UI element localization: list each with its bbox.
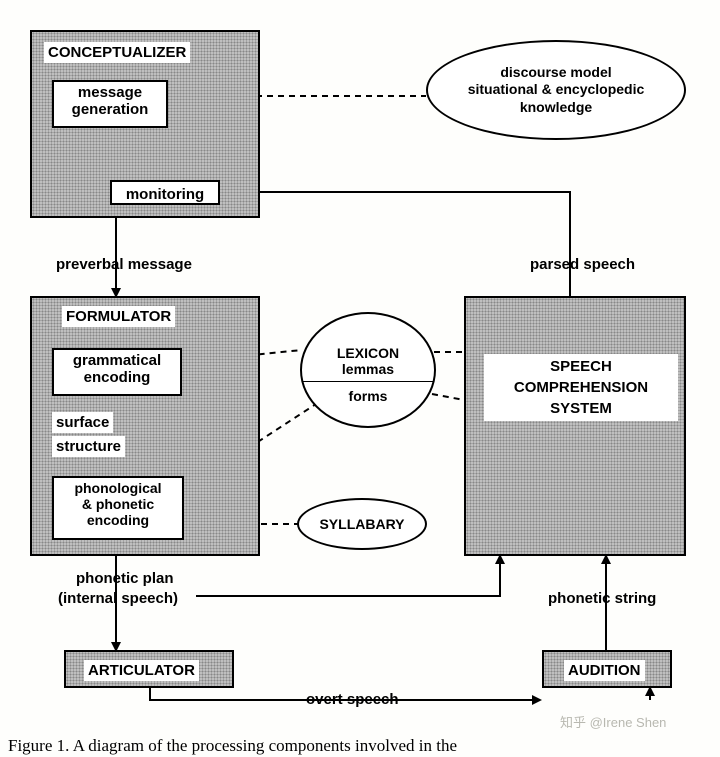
message-generation-box: message generation	[52, 80, 168, 128]
syllabary-ellipse: SYLLABARY	[297, 498, 427, 550]
overt-speech-label: overt speech	[306, 691, 399, 708]
discourse-ellipse: discourse model situational & encycloped…	[426, 40, 686, 140]
conceptualizer-title: CONCEPTUALIZER	[44, 42, 190, 63]
monitoring-box: monitoring	[110, 180, 220, 205]
lexicon-l2: lemmas	[342, 361, 394, 377]
phonetic-plan-l2: (internal speech)	[58, 590, 178, 607]
phono-l1: phonological	[74, 480, 161, 496]
lexicon-l3: forms	[349, 388, 388, 404]
watermark-text: 知乎 @Irene Shen	[560, 712, 666, 731]
grammatical-encoding-box: grammatical encoding	[52, 348, 182, 396]
phonological-encoding-box: phonological & phonetic encoding	[52, 476, 184, 540]
discourse-l1: discourse model	[500, 64, 611, 80]
monitoring-label: monitoring	[126, 186, 204, 203]
speech-l1: SPEECH	[550, 358, 612, 375]
diagram-canvas: CONCEPTUALIZER message generation monito…	[0, 0, 720, 757]
phonetic-string-label: phonetic string	[548, 590, 656, 607]
audition-box: AUDITION	[542, 650, 672, 688]
parsed-speech-label: parsed speech	[530, 256, 635, 273]
grammatical-l1: grammatical	[73, 352, 161, 369]
figure-caption: Figure 1. A diagram of the processing co…	[8, 736, 457, 756]
articulator-title: ARTICULATOR	[84, 660, 199, 681]
message-generation-l2: generation	[72, 101, 149, 118]
message-generation-l1: message	[78, 84, 142, 101]
discourse-l2: situational & encyclopedic	[468, 81, 645, 97]
speech-comp-box: SPEECH COMPREHENSION SYSTEM	[464, 296, 686, 556]
phono-l3: encoding	[87, 512, 149, 528]
articulator-box: ARTICULATOR	[64, 650, 234, 688]
preverbal-message-label: preverbal message	[56, 256, 192, 273]
audition-title: AUDITION	[564, 660, 645, 681]
formulator-title: FORMULATOR	[62, 306, 175, 327]
phonetic-plan-l1: phonetic plan	[76, 570, 174, 587]
discourse-l3: knowledge	[520, 99, 592, 115]
speech-l3: SYSTEM	[550, 400, 612, 417]
speech-comp-title: SPEECH COMPREHENSION SYSTEM	[484, 354, 678, 421]
structure-chip: structure	[52, 436, 125, 457]
phono-l2: & phonetic	[82, 496, 154, 512]
grammatical-l2: encoding	[84, 369, 151, 386]
surface-chip: surface	[52, 412, 113, 433]
speech-l2: COMPREHENSION	[514, 379, 648, 396]
syllabary-l1: SYLLABARY	[319, 516, 404, 532]
lexicon-l1: LEXICON	[337, 345, 399, 361]
lexicon-ellipse: LEXICON lemmas forms	[300, 312, 436, 428]
